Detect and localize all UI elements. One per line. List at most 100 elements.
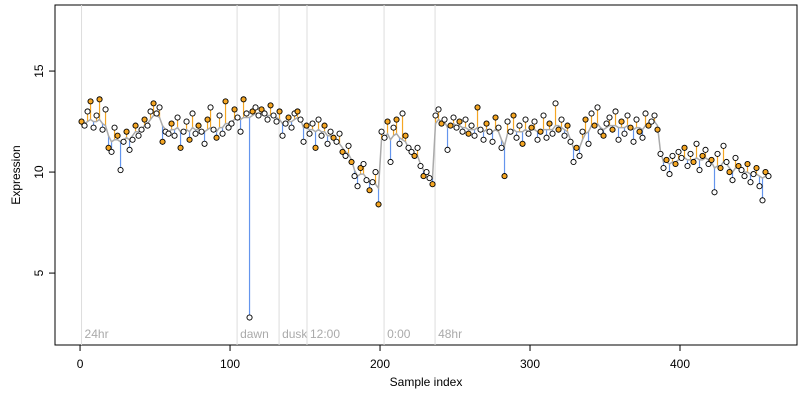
x-axis-label: Sample index <box>390 375 463 389</box>
point <box>351 173 358 180</box>
point <box>300 138 307 145</box>
event-label: 24hr <box>85 327 109 341</box>
point <box>327 128 334 135</box>
event-label: dusk <box>282 327 308 341</box>
point <box>543 134 550 141</box>
point <box>243 110 250 117</box>
point <box>417 162 424 170</box>
point <box>393 116 400 123</box>
point <box>669 152 676 159</box>
point <box>186 136 193 143</box>
point <box>294 108 301 115</box>
point <box>102 106 109 113</box>
point <box>171 132 178 139</box>
point <box>759 197 766 204</box>
point <box>432 112 439 119</box>
point <box>87 98 94 105</box>
point <box>714 150 721 157</box>
point <box>423 169 430 176</box>
event-label: dawn <box>240 327 269 341</box>
point <box>615 136 622 143</box>
point <box>270 112 277 119</box>
point <box>681 144 688 151</box>
point <box>111 124 118 131</box>
point <box>537 128 544 135</box>
x-tick-label: 200 <box>370 357 390 371</box>
point <box>267 102 274 109</box>
point <box>285 114 292 121</box>
point <box>387 158 394 166</box>
event-label: 0:00 <box>387 327 411 341</box>
point <box>450 114 457 121</box>
point <box>495 124 502 131</box>
point <box>180 128 187 135</box>
point <box>762 169 769 176</box>
point <box>474 104 481 111</box>
point <box>633 116 640 123</box>
point <box>444 146 451 153</box>
point <box>390 124 397 131</box>
point <box>564 122 571 129</box>
point <box>441 116 448 123</box>
point <box>528 124 535 131</box>
point <box>753 164 760 172</box>
point <box>150 100 157 107</box>
point <box>588 110 595 117</box>
point <box>657 150 664 157</box>
point <box>198 128 205 135</box>
point <box>204 116 211 123</box>
point <box>369 179 376 186</box>
point <box>645 122 652 129</box>
point <box>639 134 646 141</box>
point <box>720 142 727 149</box>
point <box>405 144 412 151</box>
point <box>348 158 355 166</box>
point <box>678 154 685 161</box>
point <box>399 110 406 117</box>
point <box>504 118 511 125</box>
point <box>90 124 97 131</box>
point <box>477 126 484 133</box>
point <box>138 126 145 133</box>
point <box>438 120 445 127</box>
point <box>525 130 532 137</box>
point <box>507 128 514 135</box>
point <box>201 140 208 147</box>
point <box>690 158 697 166</box>
point <box>216 112 223 119</box>
point <box>339 148 346 155</box>
point <box>765 173 772 180</box>
point <box>381 134 388 141</box>
point <box>675 148 682 155</box>
point <box>756 183 763 190</box>
point <box>309 120 316 127</box>
point <box>744 160 751 168</box>
point <box>597 128 604 135</box>
point <box>426 175 433 182</box>
point <box>741 173 748 180</box>
point <box>255 112 262 119</box>
point <box>435 106 442 113</box>
point <box>192 130 199 137</box>
point <box>708 156 715 163</box>
point <box>333 138 340 145</box>
point <box>129 136 136 143</box>
point <box>567 138 574 145</box>
point <box>534 136 541 143</box>
point <box>642 110 649 117</box>
point <box>456 118 463 125</box>
point <box>747 179 754 186</box>
point <box>570 158 577 166</box>
point <box>555 126 562 133</box>
point <box>561 132 568 139</box>
y-tick-label: 10 <box>32 165 46 179</box>
point <box>324 140 331 147</box>
point <box>258 106 265 113</box>
point <box>594 104 601 111</box>
point <box>345 142 352 149</box>
point <box>618 118 625 125</box>
point <box>237 128 244 135</box>
point <box>342 152 349 159</box>
point <box>666 171 673 178</box>
point <box>612 108 619 115</box>
